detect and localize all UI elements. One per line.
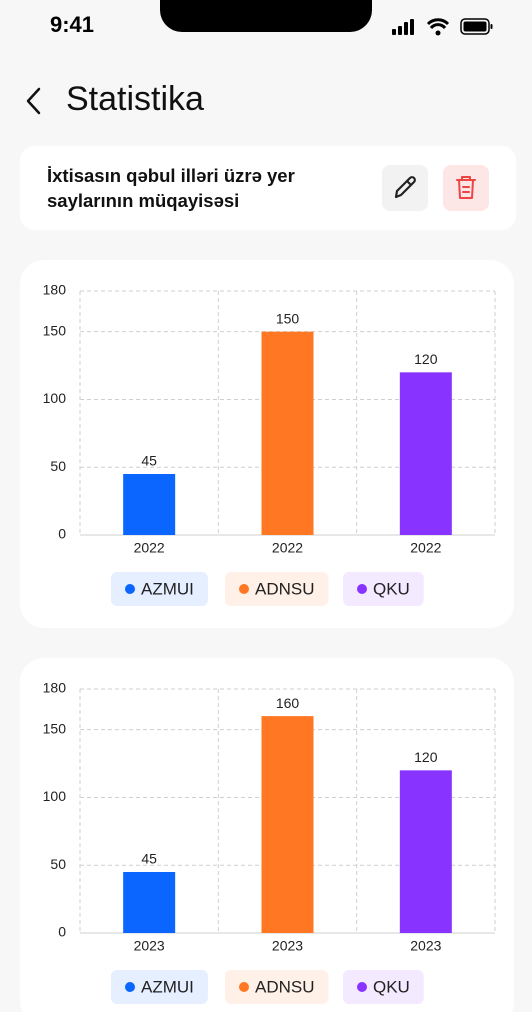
- y-tick-label: 100: [43, 788, 67, 804]
- legend-item: ADNSU: [225, 970, 329, 1004]
- legend-dot: [357, 982, 367, 992]
- legend-label: AZMUI: [141, 977, 194, 996]
- data-label: 45: [141, 453, 157, 469]
- bar: [399, 372, 452, 535]
- delete-button[interactable]: [443, 165, 489, 211]
- data-label: 150: [276, 310, 300, 326]
- legend-pill: [111, 572, 208, 606]
- legend-label: AZMUI: [141, 579, 194, 598]
- legend-pill: [225, 572, 329, 606]
- chart-card: 0 50 100 150 180 2023 45 2023 160 2023 120 AZMUI ADN…: [20, 658, 514, 1012]
- data-label: 120: [414, 749, 438, 765]
- legend-pill: [225, 970, 329, 1004]
- legend-pill: [343, 970, 424, 1004]
- legend-dot: [239, 982, 249, 992]
- legend-label: QKU: [373, 579, 410, 598]
- notch: [160, 0, 372, 32]
- legend-label: QKU: [373, 977, 410, 996]
- y-tick-label: 180: [43, 680, 67, 696]
- x-tick-label: 2022: [272, 540, 303, 556]
- x-tick-label: 2023: [410, 938, 441, 954]
- legend-dot: [125, 982, 135, 992]
- legend-pill: [111, 970, 208, 1004]
- bar: [399, 770, 452, 933]
- legend-item: QKU: [343, 970, 424, 1004]
- bar: [123, 474, 176, 535]
- y-tick-label: 150: [43, 720, 67, 736]
- edit-button[interactable]: [382, 165, 428, 211]
- bar: [261, 716, 314, 933]
- legend-item: ADNSU: [225, 572, 329, 606]
- x-tick-label: 2023: [134, 938, 165, 954]
- legend-label: ADNSU: [255, 977, 315, 996]
- back-button[interactable]: [22, 86, 46, 116]
- y-tick-label: 180: [43, 282, 67, 298]
- legend-pill: [343, 572, 424, 606]
- x-tick-label: 2023: [272, 938, 303, 954]
- data-label: 45: [141, 851, 157, 867]
- legend-item: AZMUI: [111, 970, 208, 1004]
- legend-dot: [239, 584, 249, 594]
- legend-dot: [357, 584, 367, 594]
- status-icons: [392, 18, 493, 36]
- y-tick-label: 0: [58, 526, 66, 542]
- bar: [261, 331, 314, 535]
- chart: 0 50 100 150 180 2023 45 2023 160 2023 120 AZMUI ADN…: [43, 680, 496, 1004]
- y-tick-label: 0: [58, 924, 66, 940]
- legend-item: AZMUI: [111, 572, 208, 606]
- chart-card: 0 50 100 150 180 2022 45 2022 150 2022 120 AZMUI ADN…: [20, 260, 514, 628]
- y-tick-label: 100: [43, 390, 67, 406]
- card-title: İxtisasın qəbul illəri üzrə yer sayların…: [47, 165, 295, 211]
- legend-label: ADNSU: [255, 579, 315, 598]
- data-label: 120: [414, 351, 438, 367]
- legend-dot: [125, 584, 135, 594]
- page-title: Statistika: [66, 80, 204, 118]
- x-tick-label: 2022: [134, 540, 165, 556]
- y-tick-label: 50: [50, 856, 66, 872]
- legend-item: QKU: [343, 572, 424, 606]
- info-card: İxtisasın qəbul illəri üzrə yer sayların…: [20, 146, 516, 230]
- x-tick-label: 2022: [410, 540, 441, 556]
- chart: 0 50 100 150 180 2022 45 2022 150 2022 120 AZMUI ADN…: [43, 282, 496, 606]
- y-tick-label: 50: [50, 458, 66, 474]
- status-time: 9:41: [50, 12, 95, 37]
- y-tick-label: 150: [43, 322, 67, 338]
- data-label: 160: [276, 695, 300, 711]
- bar: [123, 872, 176, 933]
